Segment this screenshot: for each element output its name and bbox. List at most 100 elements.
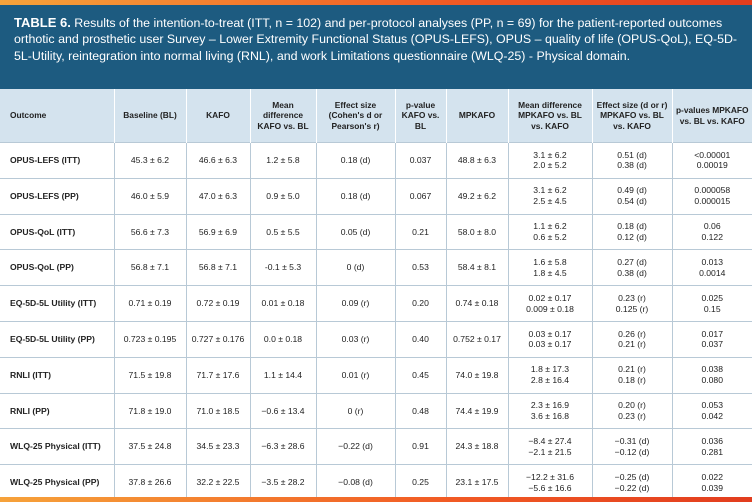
bottom-accent-bar [0, 497, 752, 502]
cell-line: 2.8 ± 16.4 [530, 375, 570, 386]
table-body: OPUS-LEFS (ITT) 45.3 ± 6.2 46.6 ± 6.3 1.2 ±… [0, 142, 752, 501]
cell-line: 0.036 [701, 435, 723, 446]
cell-line: 3.6 ± 16.8 [530, 410, 570, 421]
cell-line: −12.2 ± 31.6 [526, 472, 574, 483]
cell-line: 0.000058 [694, 185, 731, 196]
table-row: OPUS-QoL (PP) 56.8 ± 7.1 56.8 ± 7.1 -0.1 ± … [0, 249, 752, 286]
cell-line: 0.38 (d) [617, 267, 647, 278]
header-mean-diff-kafo: Mean difference KAFO vs. BL [249, 89, 316, 143]
table-row: WLQ-25 Physical (PP) 37.8 ± 26.6 32.2 ± 22… [0, 464, 752, 501]
cell-line: −5.6 ± 16.6 [528, 482, 572, 493]
table-cell: 0.18 (d) 0.12 (d) [591, 213, 672, 250]
cell-line: −8.4 ± 27.4 [528, 435, 572, 446]
table-cell: 37.8 ± 26.6 [113, 464, 186, 501]
table-cell: 1.1 ± 6.2 0.6 ± 5.2 [507, 213, 592, 250]
table-cell: 46.0 ± 5.9 [113, 177, 186, 215]
table-cell: −0.6 ± 13.4 [249, 392, 316, 429]
table-cell: 71.7 ± 17.6 [185, 356, 250, 394]
header-outcome: Outcome [0, 89, 114, 143]
table-row: OPUS-LEFS (PP) 46.0 ± 5.9 47.0 ± 6.3 0.9 ± … [0, 177, 752, 215]
outcome-cell: RNLI (ITT) [0, 356, 114, 394]
table-cell: 24.3 ± 18.8 [445, 428, 508, 465]
table-cell: −12.2 ± 31.6 −5.6 ± 16.6 [507, 464, 592, 501]
table-cell: 0.5 ± 5.5 [249, 213, 316, 250]
outcome-cell: OPUS-LEFS (ITT) [0, 142, 114, 179]
cell-line: 0.12 (d) [617, 231, 647, 242]
table-cell: 0.09 (r) [315, 285, 395, 322]
table-cell: 0.02 ± 0.17 0.009 ± 0.18 [507, 285, 592, 322]
cell-line: 2.0 ± 5.2 [533, 160, 567, 171]
table-label: TABLE 6. [14, 15, 71, 30]
cell-line: −0.25 (d) [614, 472, 650, 483]
table-cell: 0.727 ± 0.176 [185, 320, 250, 358]
cell-line: 0.00019 [696, 160, 728, 171]
outcome-cell: OPUS-QoL (PP) [0, 249, 114, 286]
cell-line: 0.6 ± 5.2 [533, 231, 567, 242]
outcome-cell: WLQ-25 Physical (PP) [0, 464, 114, 501]
table-cell: 58.4 ± 8.1 [445, 249, 508, 286]
table-cell: −3.5 ± 28.2 [249, 464, 316, 501]
cell-line: 0.025 [701, 292, 723, 303]
cell-line: 0.039 [701, 482, 723, 493]
cell-line: 0.06 [703, 221, 721, 232]
table-cell: 0.21 (r) 0.18 (r) [591, 356, 672, 394]
table-cell: 0.9 ± 5.0 [249, 177, 316, 215]
header-baseline: Baseline (BL) [113, 89, 186, 143]
table-cell: −0.22 (d) [315, 428, 395, 465]
cell-line: −0.31 (d) [614, 435, 650, 446]
table-cell: 71.0 ± 18.5 [185, 392, 250, 429]
table-cell: 0.91 [394, 428, 446, 465]
header-kafo: KAFO [185, 89, 250, 143]
table-cell: 3.1 ± 6.2 2.0 ± 5.2 [507, 142, 592, 179]
table-cell: 0.21 [394, 213, 446, 250]
table-cell: 0.038 0.080 [671, 356, 752, 394]
table-cell: 47.0 ± 6.3 [185, 177, 250, 215]
cell-line: 1.1 ± 6.2 [533, 221, 567, 232]
caption-text: Results of the intention-to-treat (ITT, … [14, 16, 738, 63]
table-cell: −8.4 ± 27.4 −2.1 ± 21.5 [507, 428, 592, 465]
header-row: Outcome Baseline (BL) KAFO Mean differen… [0, 89, 752, 143]
cell-line: 0.27 (d) [617, 256, 647, 267]
table-cell: 0 (r) [315, 392, 395, 429]
cell-line: 0.23 (r) [618, 410, 646, 421]
table-cell: 1.2 ± 5.8 [249, 142, 316, 179]
table-cell: 0 (d) [315, 249, 395, 286]
header-mpkafo: MPKAFO [445, 89, 508, 143]
outcome-cell: WLQ-25 Physical (ITT) [0, 428, 114, 465]
table-cell: 48.8 ± 6.3 [445, 142, 508, 179]
table-cell: 0.18 (d) [315, 142, 395, 179]
table-cell: 56.8 ± 7.1 [113, 249, 186, 286]
table-cell: 1.8 ± 17.3 2.8 ± 16.4 [507, 356, 592, 394]
table-cell: 56.8 ± 7.1 [185, 249, 250, 286]
table-cell: <0.00001 0.00019 [671, 142, 752, 179]
cell-line: 0.125 (r) [615, 303, 649, 314]
table-cell: 0.03 ± 0.17 0.03 ± 0.17 [507, 320, 592, 358]
cell-line: 0.03 ± 0.17 [528, 339, 572, 350]
table-cell: 0.45 [394, 356, 446, 394]
cell-line: 0.21 (r) [618, 339, 646, 350]
table-cell: 0.72 ± 0.19 [185, 285, 250, 322]
table-cell: 0.053 0.042 [671, 392, 752, 429]
cell-line: 1.6 ± 5.8 [533, 256, 567, 267]
table-cell: 0.037 [394, 142, 446, 179]
top-accent-bar [0, 0, 752, 5]
cell-line: 2.3 ± 16.9 [530, 400, 570, 411]
table-cell: 32.2 ± 22.5 [185, 464, 250, 501]
table-cell: 71.5 ± 19.8 [113, 356, 186, 394]
cell-line: 0.20 (r) [618, 400, 646, 411]
table-row: OPUS-LEFS (ITT) 45.3 ± 6.2 46.6 ± 6.3 1.2 ±… [0, 142, 752, 179]
table-cell: 0.000058 0.000015 [671, 177, 752, 215]
table-cell: 58.0 ± 8.0 [445, 213, 508, 250]
table-row: RNLI (ITT) 71.5 ± 19.8 71.7 ± 17.6 1.1 ± 14… [0, 356, 752, 394]
cell-line: 0.15 [703, 303, 721, 314]
cell-line: 0.080 [701, 375, 723, 386]
table-cell: 0.25 [394, 464, 446, 501]
table-cell: 0.05 (d) [315, 213, 395, 250]
table-cell: 56.9 ± 6.9 [185, 213, 250, 250]
cell-line: 0.18 (r) [618, 375, 646, 386]
table-cell: 0.40 [394, 320, 446, 358]
cell-line: 2.5 ± 4.5 [533, 196, 567, 207]
cell-line: 0.013 [701, 256, 723, 267]
cell-line: −0.22 (d) [614, 482, 650, 493]
cell-line: 0.51 (d) [617, 149, 647, 160]
